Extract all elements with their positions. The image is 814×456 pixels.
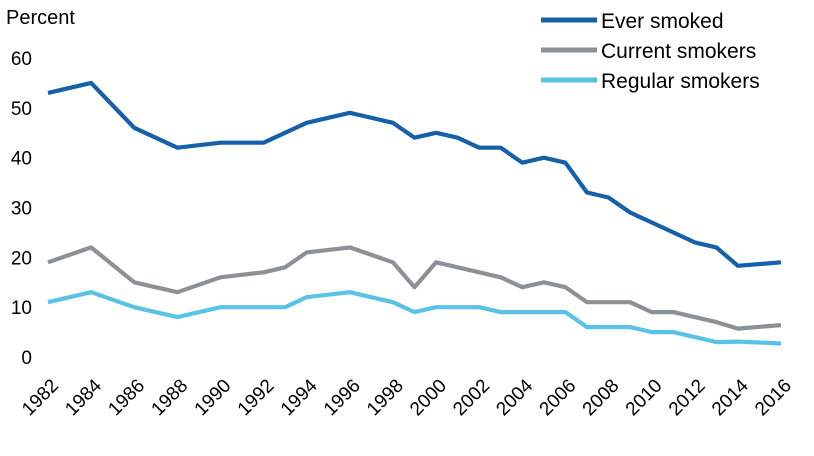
x-tick-label: 2000	[406, 375, 451, 420]
series-line-ever-smoked	[47, 80, 782, 268]
legend-label: Ever smoked	[601, 10, 724, 33]
x-tick-label: 2008	[579, 375, 624, 420]
y-tick-label: 10	[11, 298, 32, 319]
x-axis-ticks: 1982198419861988199019921994199619982000…	[18, 375, 796, 420]
legend: Ever smoked Current smokers Regular smoker…	[541, 10, 760, 93]
x-tick-label: 2012	[665, 375, 710, 420]
legend-label: Regular smokers	[601, 70, 760, 93]
x-tick-label: 1986	[104, 375, 149, 420]
x-tick-label: 1998	[363, 375, 408, 420]
x-tick-label: 1996	[320, 375, 365, 420]
y-axis-ticks: 0 10 20 30 40 50 60	[11, 49, 32, 369]
x-tick-label: 1982	[18, 375, 63, 420]
x-tick-label: 1994	[277, 375, 322, 420]
x-tick-label: 1984	[61, 375, 106, 420]
x-tick-label: 1988	[148, 375, 193, 420]
y-tick-label: 40	[11, 149, 32, 170]
legend-label: Current smokers	[601, 40, 756, 63]
series-line-current-smokers	[47, 245, 782, 331]
y-tick-label: 20	[11, 248, 32, 269]
x-tick-label: 2014	[708, 375, 753, 420]
y-tick-label: 0	[21, 348, 32, 369]
x-tick-label: 2016	[751, 375, 796, 420]
y-tick-label: 50	[11, 99, 32, 120]
x-tick-label: 2006	[536, 375, 581, 420]
x-tick-label: 2010	[622, 375, 667, 420]
x-tick-label: 2002	[449, 375, 494, 420]
y-tick-label: 60	[11, 49, 32, 70]
series-lines	[47, 80, 782, 346]
x-tick-label: 2004	[492, 375, 537, 420]
y-axis-label: Percent	[6, 7, 75, 29]
x-tick-label: 1990	[191, 375, 236, 420]
x-tick-label: 1992	[234, 375, 279, 420]
series-line-regular-smokers	[47, 290, 782, 346]
y-tick-label: 30	[11, 199, 32, 220]
